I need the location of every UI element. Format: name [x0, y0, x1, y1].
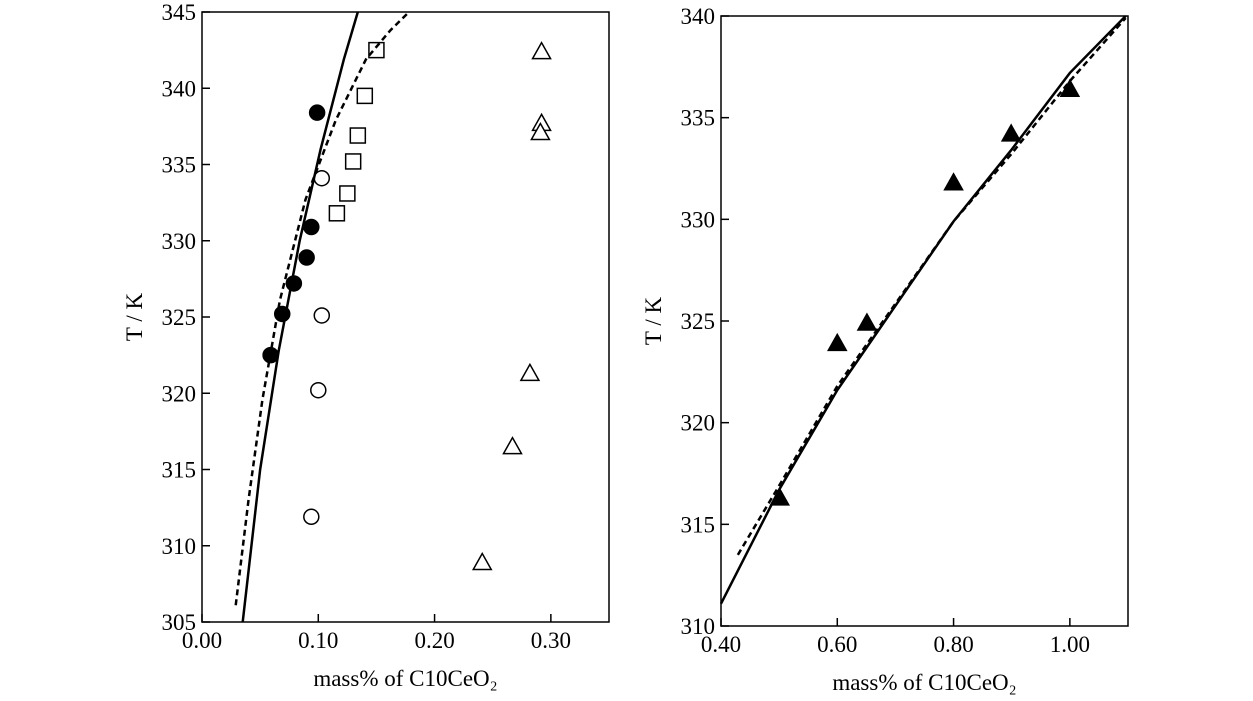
- point: [339, 185, 356, 202]
- point: [856, 312, 878, 331]
- x-tick-label: 0.00: [182, 628, 222, 653]
- y-tick-label: 330: [162, 229, 197, 254]
- y-tick-label: 325: [681, 309, 716, 334]
- y-tick-label: 320: [681, 411, 716, 436]
- y-tick-label: 315: [162, 458, 197, 483]
- x-tick-label: 0.30: [531, 628, 571, 653]
- point: [313, 307, 331, 324]
- point: [344, 153, 362, 170]
- point: [502, 436, 523, 455]
- y-tick-label: 340: [681, 4, 716, 29]
- curve: [234, 11, 410, 606]
- point: [827, 332, 848, 352]
- point: [1000, 123, 1022, 142]
- y-axis-label: T / K: [122, 293, 147, 342]
- x-tick-label: 0.20: [414, 628, 454, 653]
- y-tick-label: 340: [162, 76, 197, 101]
- point: [349, 127, 367, 144]
- point: [328, 205, 346, 222]
- point: [308, 104, 326, 121]
- x-axis-label: mass% of C10CeO₂: [832, 670, 1016, 695]
- x-tick-label: 0.10: [298, 628, 338, 653]
- y-tick-label: 310: [681, 614, 716, 639]
- y-tick-label: 315: [681, 512, 716, 537]
- y-axis-label: T / K: [641, 297, 666, 346]
- curve: [719, 15, 1127, 605]
- curve: [241, 11, 360, 623]
- x-tick-label: 0.80: [933, 632, 973, 657]
- point: [943, 172, 964, 191]
- point: [531, 41, 552, 60]
- x-axis-label: mass% of C10CeO₂: [313, 666, 497, 691]
- y-tick-label: 345: [162, 0, 197, 25]
- point: [356, 87, 374, 105]
- y-tick-label: 310: [162, 534, 197, 559]
- point: [303, 508, 320, 526]
- point: [285, 275, 303, 292]
- point: [310, 381, 327, 399]
- curve: [736, 17, 1127, 556]
- y-tick-label: 330: [681, 207, 716, 232]
- point: [519, 362, 541, 382]
- y-tick-label: 305: [162, 610, 197, 635]
- point: [471, 551, 493, 571]
- plot-frame: [720, 15, 1129, 627]
- point: [530, 121, 551, 141]
- y-tick-label: 320: [162, 381, 197, 406]
- y-tick-label: 325: [162, 305, 197, 330]
- y-tick-label: 335: [162, 153, 197, 178]
- point: [298, 249, 315, 266]
- y-tick-label: 335: [681, 106, 716, 131]
- x-tick-label: 0.40: [701, 632, 741, 657]
- x-tick-label: 0.60: [817, 632, 857, 657]
- plot-frame: [201, 11, 610, 623]
- point: [368, 41, 385, 59]
- point: [303, 218, 320, 236]
- x-tick-label: 1.00: [1050, 632, 1090, 657]
